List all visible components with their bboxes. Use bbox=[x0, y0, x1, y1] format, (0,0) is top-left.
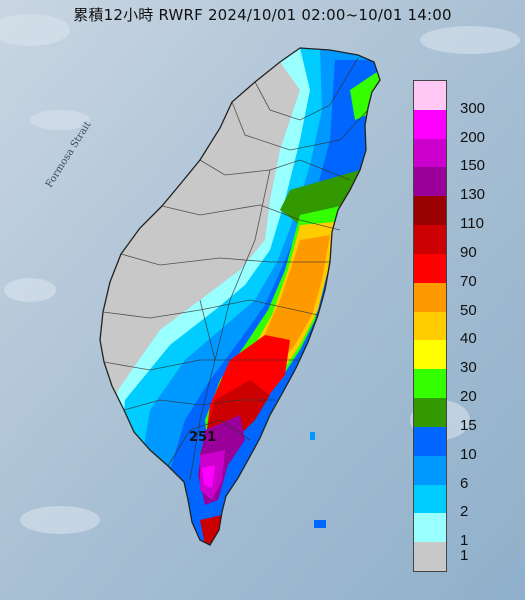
legend-swatch bbox=[414, 426, 446, 457]
legend-label: 130 bbox=[460, 186, 486, 204]
legend-label: 6 bbox=[460, 474, 469, 492]
legend-swatch bbox=[414, 167, 446, 197]
map-title: 累積12小時 RWRF 2024/10/01 02:00~10/01 14:00 bbox=[73, 6, 452, 24]
legend-swatch bbox=[414, 513, 446, 543]
color-legend bbox=[413, 80, 447, 572]
legend-swatch bbox=[414, 109, 446, 140]
legend-label: 300 bbox=[460, 99, 486, 117]
legend-label: 10 bbox=[460, 445, 477, 463]
legend-swatch bbox=[414, 196, 446, 226]
legend-swatch bbox=[414, 282, 446, 313]
east-islands bbox=[310, 432, 326, 528]
legend-swatch bbox=[414, 225, 446, 255]
legend-label: 40 bbox=[460, 330, 477, 348]
rain-zone-200mm bbox=[202, 465, 215, 488]
legend-label: 90 bbox=[460, 243, 477, 261]
legend-label: 110 bbox=[460, 215, 484, 233]
legend-label: 1 bbox=[460, 532, 469, 550]
legend-swatch bbox=[414, 340, 446, 370]
legend-label: 150 bbox=[460, 157, 486, 175]
orchid-island bbox=[314, 520, 326, 528]
legend-label: 30 bbox=[460, 359, 477, 377]
legend-label: 200 bbox=[460, 128, 486, 146]
legend-label: 50 bbox=[460, 301, 477, 319]
island-coastline bbox=[99, 47, 381, 546]
legend-label: 15 bbox=[460, 416, 477, 434]
county-boundaries bbox=[102, 57, 369, 481]
legend-swatch bbox=[414, 81, 446, 111]
legend-swatch bbox=[414, 484, 446, 514]
legend-label: 2 bbox=[460, 503, 469, 521]
legend-swatch bbox=[414, 398, 446, 428]
legend-label: 1 bbox=[460, 546, 469, 564]
legend-swatch bbox=[414, 542, 446, 572]
legend-label: 20 bbox=[460, 388, 477, 406]
legend-swatch bbox=[414, 369, 446, 399]
green-island bbox=[310, 432, 315, 440]
legend-swatch bbox=[414, 455, 446, 486]
legend-swatch bbox=[414, 253, 446, 284]
legend-swatch bbox=[414, 138, 446, 168]
legend-label: 70 bbox=[460, 272, 477, 290]
peak-rainfall-label: 251 bbox=[189, 430, 217, 445]
legend-swatch bbox=[414, 311, 446, 341]
